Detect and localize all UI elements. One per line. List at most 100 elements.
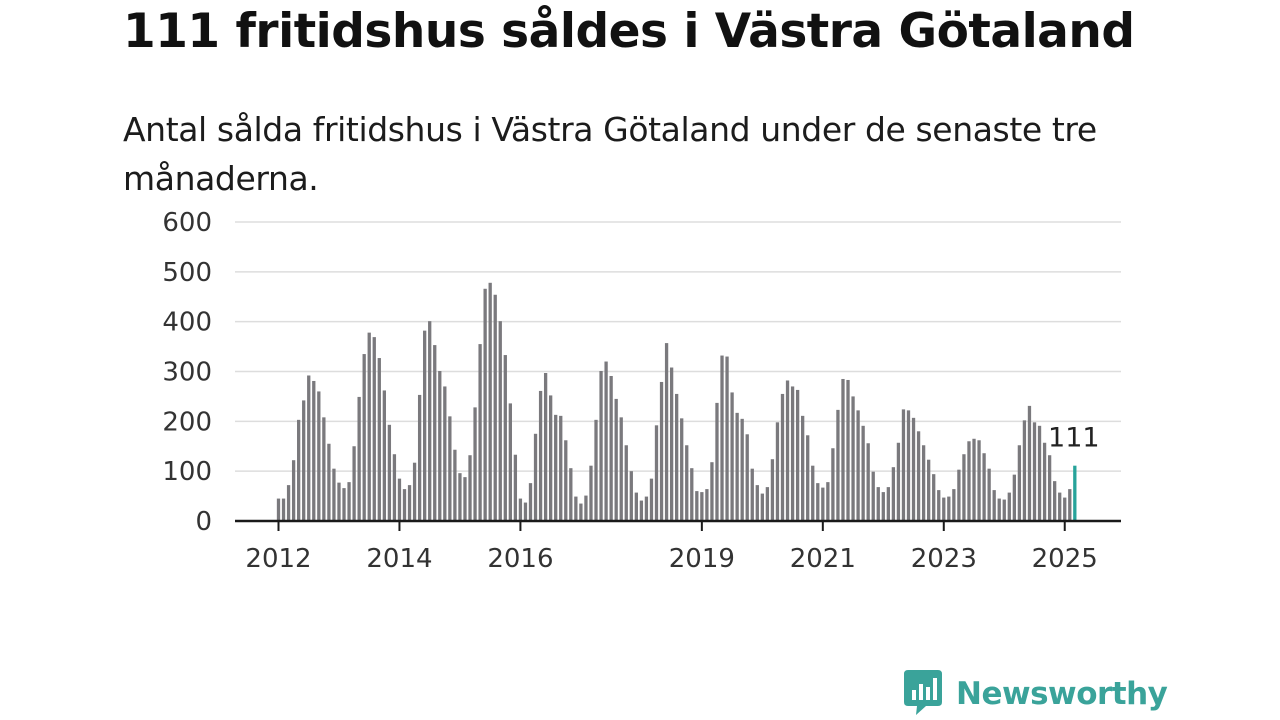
bar [428, 321, 432, 521]
bar [594, 419, 598, 521]
bar [911, 417, 916, 521]
bar [564, 440, 568, 521]
bar [866, 443, 870, 521]
x-tick-label: 2014 [366, 544, 432, 574]
bar [1063, 497, 1067, 521]
bar [423, 330, 427, 521]
bar [937, 490, 941, 521]
bar [337, 482, 341, 521]
bar [307, 375, 311, 521]
bar [508, 403, 512, 521]
y-tick-label: 600 [162, 208, 212, 238]
bar [503, 355, 507, 521]
x-tick-label: 2012 [245, 544, 311, 574]
bar [705, 489, 709, 521]
bar [549, 395, 553, 521]
bar [785, 380, 790, 521]
bar [1058, 492, 1062, 521]
x-tick-label: 2021 [790, 544, 856, 574]
bar [599, 371, 603, 521]
bar [901, 409, 906, 521]
bar [407, 485, 412, 521]
bar [1012, 474, 1016, 521]
bar [1037, 425, 1042, 521]
bar [639, 500, 644, 521]
bar [498, 321, 502, 521]
bars [276, 282, 1077, 521]
bar [569, 468, 573, 521]
bar [745, 434, 749, 521]
bar [367, 332, 371, 521]
y-axis-ticks: 0 100 200 300 400 500 600 [162, 208, 212, 537]
bar [750, 468, 754, 521]
bar [654, 425, 659, 521]
bar [811, 465, 815, 521]
bar [962, 454, 966, 521]
bar [906, 410, 911, 521]
bar [629, 471, 633, 521]
bar [806, 435, 810, 521]
bar [468, 455, 472, 521]
newsworthy-logo-icon [902, 668, 944, 720]
bar-highlight [1073, 465, 1077, 521]
y-tick-label: 400 [162, 308, 212, 338]
bar [584, 495, 588, 521]
bar [392, 454, 397, 521]
bar [846, 379, 850, 521]
bar [327, 443, 331, 521]
bar [826, 482, 830, 521]
bar [448, 416, 452, 521]
bar [291, 460, 296, 521]
bar [609, 375, 613, 521]
bar [720, 355, 724, 521]
bar [281, 498, 286, 521]
bar [574, 496, 578, 521]
bar [967, 441, 971, 521]
bar [972, 438, 976, 521]
bar [675, 393, 679, 521]
bar [488, 282, 492, 521]
bar [916, 431, 921, 521]
bar [624, 445, 628, 521]
bar [730, 392, 734, 521]
bar [1068, 489, 1072, 521]
bar [816, 483, 820, 521]
y-tick-label: 500 [162, 258, 212, 288]
bar [1047, 455, 1052, 521]
bar [513, 454, 518, 521]
bar [831, 448, 835, 521]
bar [715, 402, 719, 521]
bar [871, 471, 875, 521]
bar [352, 446, 356, 521]
bar [790, 386, 795, 521]
bar [927, 459, 931, 521]
bar [977, 440, 981, 521]
bar [342, 488, 346, 521]
bar [614, 398, 618, 521]
bar [921, 445, 926, 521]
bar [861, 425, 865, 521]
bar-chart: 0 100 200 300 400 500 600 2012 2014 2016 2019 2021… [162, 208, 1121, 574]
bar [1022, 420, 1027, 521]
bar [780, 393, 785, 521]
bar [1017, 445, 1022, 521]
bar [412, 462, 417, 521]
bar [493, 294, 497, 521]
bar [523, 502, 528, 521]
bar [619, 417, 623, 521]
bar [957, 469, 961, 521]
bar [483, 288, 487, 521]
y-tick-label: 0 [195, 507, 212, 537]
bar [801, 415, 805, 521]
bar [372, 337, 376, 521]
bar [332, 468, 336, 521]
bar [669, 367, 674, 521]
bar [528, 483, 533, 521]
bar [347, 482, 351, 521]
bar [538, 390, 543, 521]
bar [851, 396, 855, 521]
bar [735, 412, 739, 521]
chart-subtitle: Antal sålda fritidshus i Västra Götaland… [123, 110, 1097, 198]
bar [710, 462, 714, 521]
bar [402, 489, 407, 521]
